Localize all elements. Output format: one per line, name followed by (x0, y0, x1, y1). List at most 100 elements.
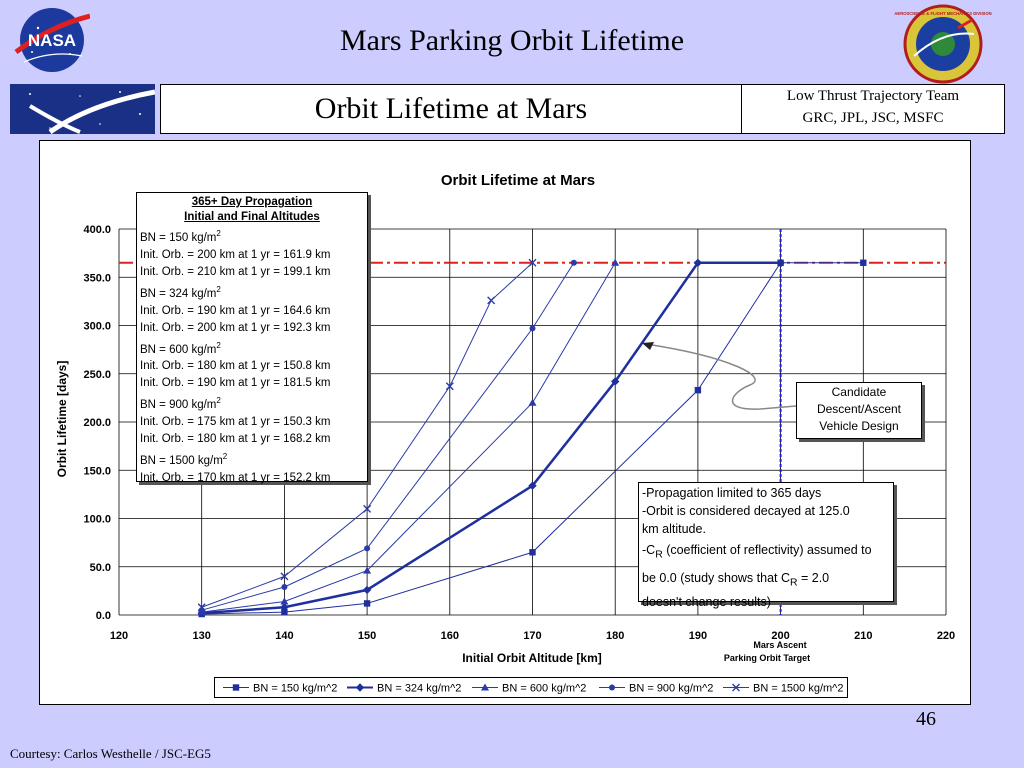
info-line: BN = 1500 kg/m2 (140, 452, 228, 468)
info-line: BN = 600 kg/m2 (140, 340, 221, 356)
data-point (281, 584, 288, 591)
info-line: Init. Orb. = 175 km at 1 yr = 150.3 km (140, 416, 331, 429)
series-line (201, 262, 533, 608)
candidate-callout-arrow (645, 343, 797, 410)
prop-line-5: be 0.0 (study shows that CR = 2.0 (642, 568, 890, 594)
prop-line-5-pre: be 0.0 (study shows that C (642, 570, 790, 585)
x-tick-label: 130 (193, 630, 211, 642)
page-number: 46 (916, 708, 936, 730)
legend-entry: BN = 150 kg/m^2 (253, 683, 337, 695)
info-line: Init. Orb. = 200 km at 1 yr = 161.9 km (140, 248, 331, 261)
team-box: Low Thrust Trajectory Team GRC, JPL, JSC… (742, 84, 1005, 134)
info-line: Init. Orb. = 190 km at 1 yr = 164.6 km (140, 304, 331, 317)
info-header-1: 365+ Day Propagation (191, 196, 313, 208)
legend-marker (232, 684, 240, 691)
team-line-1: Low Thrust Trajectory Team (786, 88, 960, 104)
prop-line-2: -Orbit is considered decayed at 125.0 (642, 504, 850, 518)
candidate-vehicle-box: Candidate Descent/Ascent Vehicle Design (796, 382, 922, 439)
x-tick-label: 170 (523, 630, 541, 642)
prop-line-1: -Propagation limited to 365 days (642, 486, 822, 500)
data-point (693, 258, 703, 267)
candidate-line-2: Descent/Ascent (816, 402, 902, 416)
legend-entry: BN = 324 kg/m^2 (377, 683, 461, 695)
info-line: BN = 324 kg/m2 (140, 284, 221, 300)
data-point (529, 549, 536, 556)
data-point (363, 600, 371, 607)
x-tick-label: 220 (937, 630, 955, 642)
legend-marker (481, 683, 489, 691)
info-line: BN = 900 kg/m2 (140, 396, 221, 412)
info-line: BN = 150 kg/m2 (140, 229, 221, 244)
x-tick-label: 210 (854, 630, 872, 642)
info-line: Init. Orb. = 180 km at 1 yr = 168.2 km (140, 433, 331, 446)
data-point (611, 377, 620, 386)
x-axis-label: Initial Orbit Altitude [km] (462, 651, 602, 665)
data-point (445, 382, 454, 391)
x-annotation-line1: Mars Ascent (753, 640, 806, 650)
data-point (528, 398, 537, 406)
data-point (363, 566, 372, 574)
svg-text:NASA: NASA (28, 31, 76, 50)
x-tick-label: 140 (275, 630, 293, 642)
candidate-line-1: Candidate (831, 385, 887, 399)
slide-subtitle: Orbit Lifetime at Mars (314, 92, 588, 125)
y-tick-label: 0.0 (96, 610, 111, 622)
propagation-notes-box: -Propagation limited to 365 days -Orbit … (638, 482, 894, 609)
chart-title: Orbit Lifetime at Mars (441, 172, 595, 189)
candidate-callout-arrowhead (642, 342, 654, 350)
data-point (570, 259, 577, 266)
prop-line-5-post: = 2.0 (797, 570, 830, 585)
data-point (280, 597, 289, 605)
data-point (281, 608, 288, 616)
courtesy-credit: Courtesy: Carlos Westhelle / JSC-EG5 (10, 746, 211, 761)
legend-entry: BN = 1500 kg/m^2 (753, 683, 843, 695)
info-line: Init. Orb. = 200 km at 1 yr = 192.3 km (140, 321, 331, 334)
y-tick-label: 400.0 (83, 224, 111, 236)
y-tick-label: 150.0 (83, 465, 111, 477)
candidate-line-3: Vehicle Design (819, 419, 899, 433)
data-point (776, 258, 785, 267)
y-tick-label: 350.0 (83, 272, 111, 284)
chart-legend: BN = 150 kg/m^2 BN = 324 kg/m^2 BN = 600 k… (214, 677, 848, 698)
prop-line-4: -CR (coefficient of reflectivity) assume… (642, 538, 890, 568)
subtitle-box: Orbit Lifetime at Mars (160, 84, 742, 134)
info-line: Init. Orb. = 180 km at 1 yr = 150.8 km (140, 360, 331, 373)
slide-title: Mars Parking Orbit Lifetime (339, 24, 685, 57)
data-point (611, 258, 620, 266)
info-line: Init. Orb. = 210 km at 1 yr = 199.1 km (140, 265, 331, 278)
y-tick-label: 200.0 (83, 417, 111, 429)
x-tick-label: 160 (441, 630, 459, 642)
x-tick-label: 120 (110, 630, 128, 642)
x-tick-label: 200 (771, 630, 789, 642)
division-logo-text: AEROSCIENCE & FLIGHT MECHANICS DIVISION (894, 11, 991, 16)
prop-line-3: km altitude. (642, 522, 706, 536)
y-axis-label: Orbit Lifetime [days] (55, 361, 69, 478)
info-line: Init. Orb. = 170 km at 1 yr = 152.2 km (140, 472, 331, 485)
data-point (363, 504, 372, 513)
division-logo: AEROSCIENCE & FLIGHT MECHANICS DIVISION (888, 4, 998, 84)
legend-marker (732, 683, 740, 692)
data-point (528, 258, 537, 267)
nasa-logo: NASA (10, 6, 91, 74)
legend-marker (355, 683, 365, 692)
x-tick-label: 180 (606, 630, 624, 642)
y-tick-label: 300.0 (83, 321, 111, 333)
prop-line-5-sub: R (790, 577, 798, 588)
x-tick-label: 190 (689, 630, 707, 642)
data-point (280, 603, 289, 612)
prop-line-4-post: (coefficient of reflectivity) assumed to (662, 543, 872, 557)
data-point (529, 325, 536, 332)
x-tick-label: 150 (358, 630, 376, 642)
y-tick-label: 100.0 (83, 514, 111, 526)
data-point (694, 386, 702, 394)
mission-banner-image (10, 84, 156, 135)
series-4 (197, 258, 537, 612)
data-point (280, 572, 289, 581)
legend-marker (609, 684, 615, 691)
team-line-2: GRC, JPL, JSC, MSFC (802, 110, 944, 126)
x-annotation-line2: Parking Orbit Target (724, 653, 810, 663)
prop-line-4-pre: -C (642, 543, 656, 557)
info-header-2: Initial and Final Altitudes (184, 211, 320, 223)
prop-line-6: doesn't change results) (642, 595, 771, 609)
series-3 (198, 259, 577, 614)
